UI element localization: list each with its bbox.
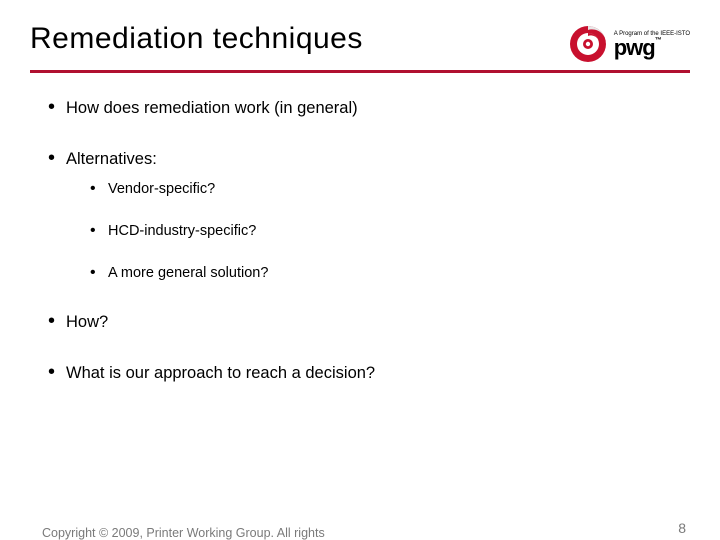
- bullet-text: A more general solution?: [108, 265, 268, 281]
- list-item: •HCD-industry-specific?: [90, 223, 690, 239]
- logo-tm: ™: [655, 37, 661, 44]
- swirl-icon: [568, 24, 608, 64]
- copyright: Copyright © 2009, Printer Working Group.…: [42, 526, 325, 540]
- sub-list: •Vendor-specific? •HCD-industry-specific…: [90, 181, 690, 281]
- bullet-text: How?: [66, 313, 108, 332]
- list-item: •Vendor-specific?: [90, 181, 690, 197]
- slide: Remediation techniques A Program of the …: [0, 0, 720, 540]
- list-item: •How does remediation work (in general): [48, 97, 690, 118]
- logo-name-text: pwg: [614, 35, 655, 60]
- bullet-icon: •: [90, 223, 108, 239]
- footer: Copyright © 2009, Printer Working Group.…: [0, 514, 720, 540]
- logo-text: A Program of the IEEE-ISTO pwg™: [614, 31, 690, 58]
- list-item: •What is our approach to reach a decisio…: [48, 362, 690, 383]
- bullet-text: HCD-industry-specific?: [108, 223, 256, 239]
- list-item: •Alternatives: •Vendor-specific? •HCD-in…: [48, 148, 690, 281]
- bullet-text: Vendor-specific?: [108, 181, 215, 197]
- list-item: •How?: [48, 311, 690, 332]
- bullet-text: Alternatives:: [66, 150, 157, 169]
- page-number: 8: [678, 520, 686, 536]
- bullet-icon: •: [48, 148, 66, 168]
- bullet-icon: •: [48, 311, 66, 331]
- bullet-icon: •: [90, 181, 108, 197]
- bullet-icon: •: [48, 97, 66, 117]
- bullet-list: •How does remediation work (in general) …: [48, 97, 690, 383]
- bullet-text: How does remediation work (in general): [66, 99, 358, 118]
- logo-name: pwg™: [614, 38, 690, 58]
- list-item: •A more general solution?: [90, 265, 690, 281]
- header: Remediation techniques A Program of the …: [0, 0, 720, 56]
- bullet-text: What is our approach to reach a decision…: [66, 364, 375, 383]
- logo: A Program of the IEEE-ISTO pwg™: [568, 24, 690, 64]
- content: •How does remediation work (in general) …: [0, 73, 720, 383]
- bullet-icon: •: [90, 265, 108, 281]
- bullet-icon: •: [48, 362, 66, 382]
